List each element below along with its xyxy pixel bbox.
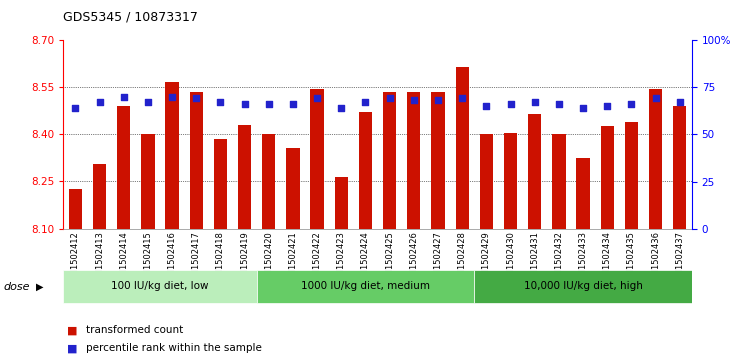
Point	[336, 105, 347, 111]
Point	[529, 99, 541, 105]
Point	[311, 95, 323, 101]
Point	[553, 101, 565, 107]
Text: ▶: ▶	[36, 282, 43, 292]
Text: ■: ■	[67, 325, 77, 335]
Point	[94, 99, 106, 105]
Point	[287, 101, 299, 107]
Text: 100 IU/kg diet, low: 100 IU/kg diet, low	[111, 281, 209, 291]
Bar	[286, 148, 300, 229]
Bar	[359, 112, 372, 229]
Bar	[68, 189, 82, 229]
Bar	[117, 106, 130, 229]
Point	[626, 101, 638, 107]
Point	[263, 101, 275, 107]
Point	[432, 97, 444, 103]
Point	[166, 94, 178, 99]
Bar	[214, 139, 227, 229]
Point	[408, 97, 420, 103]
Text: dose: dose	[4, 282, 31, 292]
Text: ■: ■	[67, 343, 77, 354]
Point	[601, 103, 613, 109]
Bar	[262, 134, 275, 229]
Point	[118, 94, 129, 99]
Bar	[383, 92, 397, 229]
Bar	[310, 89, 324, 229]
Point	[650, 95, 661, 101]
Point	[577, 105, 589, 111]
Point	[190, 95, 202, 101]
Bar	[141, 134, 155, 229]
Text: GDS5345 / 10873317: GDS5345 / 10873317	[63, 11, 198, 24]
Bar	[600, 126, 614, 229]
Bar	[577, 158, 590, 229]
Point	[504, 101, 516, 107]
Bar	[93, 164, 106, 229]
Bar	[552, 134, 565, 229]
Text: percentile rank within the sample: percentile rank within the sample	[86, 343, 261, 354]
Bar	[432, 92, 445, 229]
Point	[142, 99, 154, 105]
Point	[359, 99, 371, 105]
Point	[456, 95, 468, 101]
Bar	[455, 67, 469, 229]
Bar	[238, 125, 251, 229]
Text: transformed count: transformed count	[86, 325, 183, 335]
Text: 1000 IU/kg diet, medium: 1000 IU/kg diet, medium	[301, 281, 430, 291]
Bar	[335, 177, 348, 229]
Bar	[528, 114, 542, 229]
Text: 10,000 IU/kg diet, high: 10,000 IU/kg diet, high	[524, 281, 643, 291]
Bar	[63, 270, 257, 303]
Bar	[673, 106, 687, 229]
Bar	[407, 92, 420, 229]
Bar	[475, 270, 692, 303]
Bar	[257, 270, 475, 303]
Bar	[504, 133, 517, 229]
Point	[481, 103, 493, 109]
Point	[674, 99, 686, 105]
Point	[384, 95, 396, 101]
Bar	[165, 82, 179, 229]
Point	[69, 105, 81, 111]
Bar	[625, 122, 638, 229]
Point	[239, 101, 251, 107]
Bar	[649, 89, 662, 229]
Bar	[190, 92, 203, 229]
Point	[214, 99, 226, 105]
Bar	[480, 134, 493, 229]
